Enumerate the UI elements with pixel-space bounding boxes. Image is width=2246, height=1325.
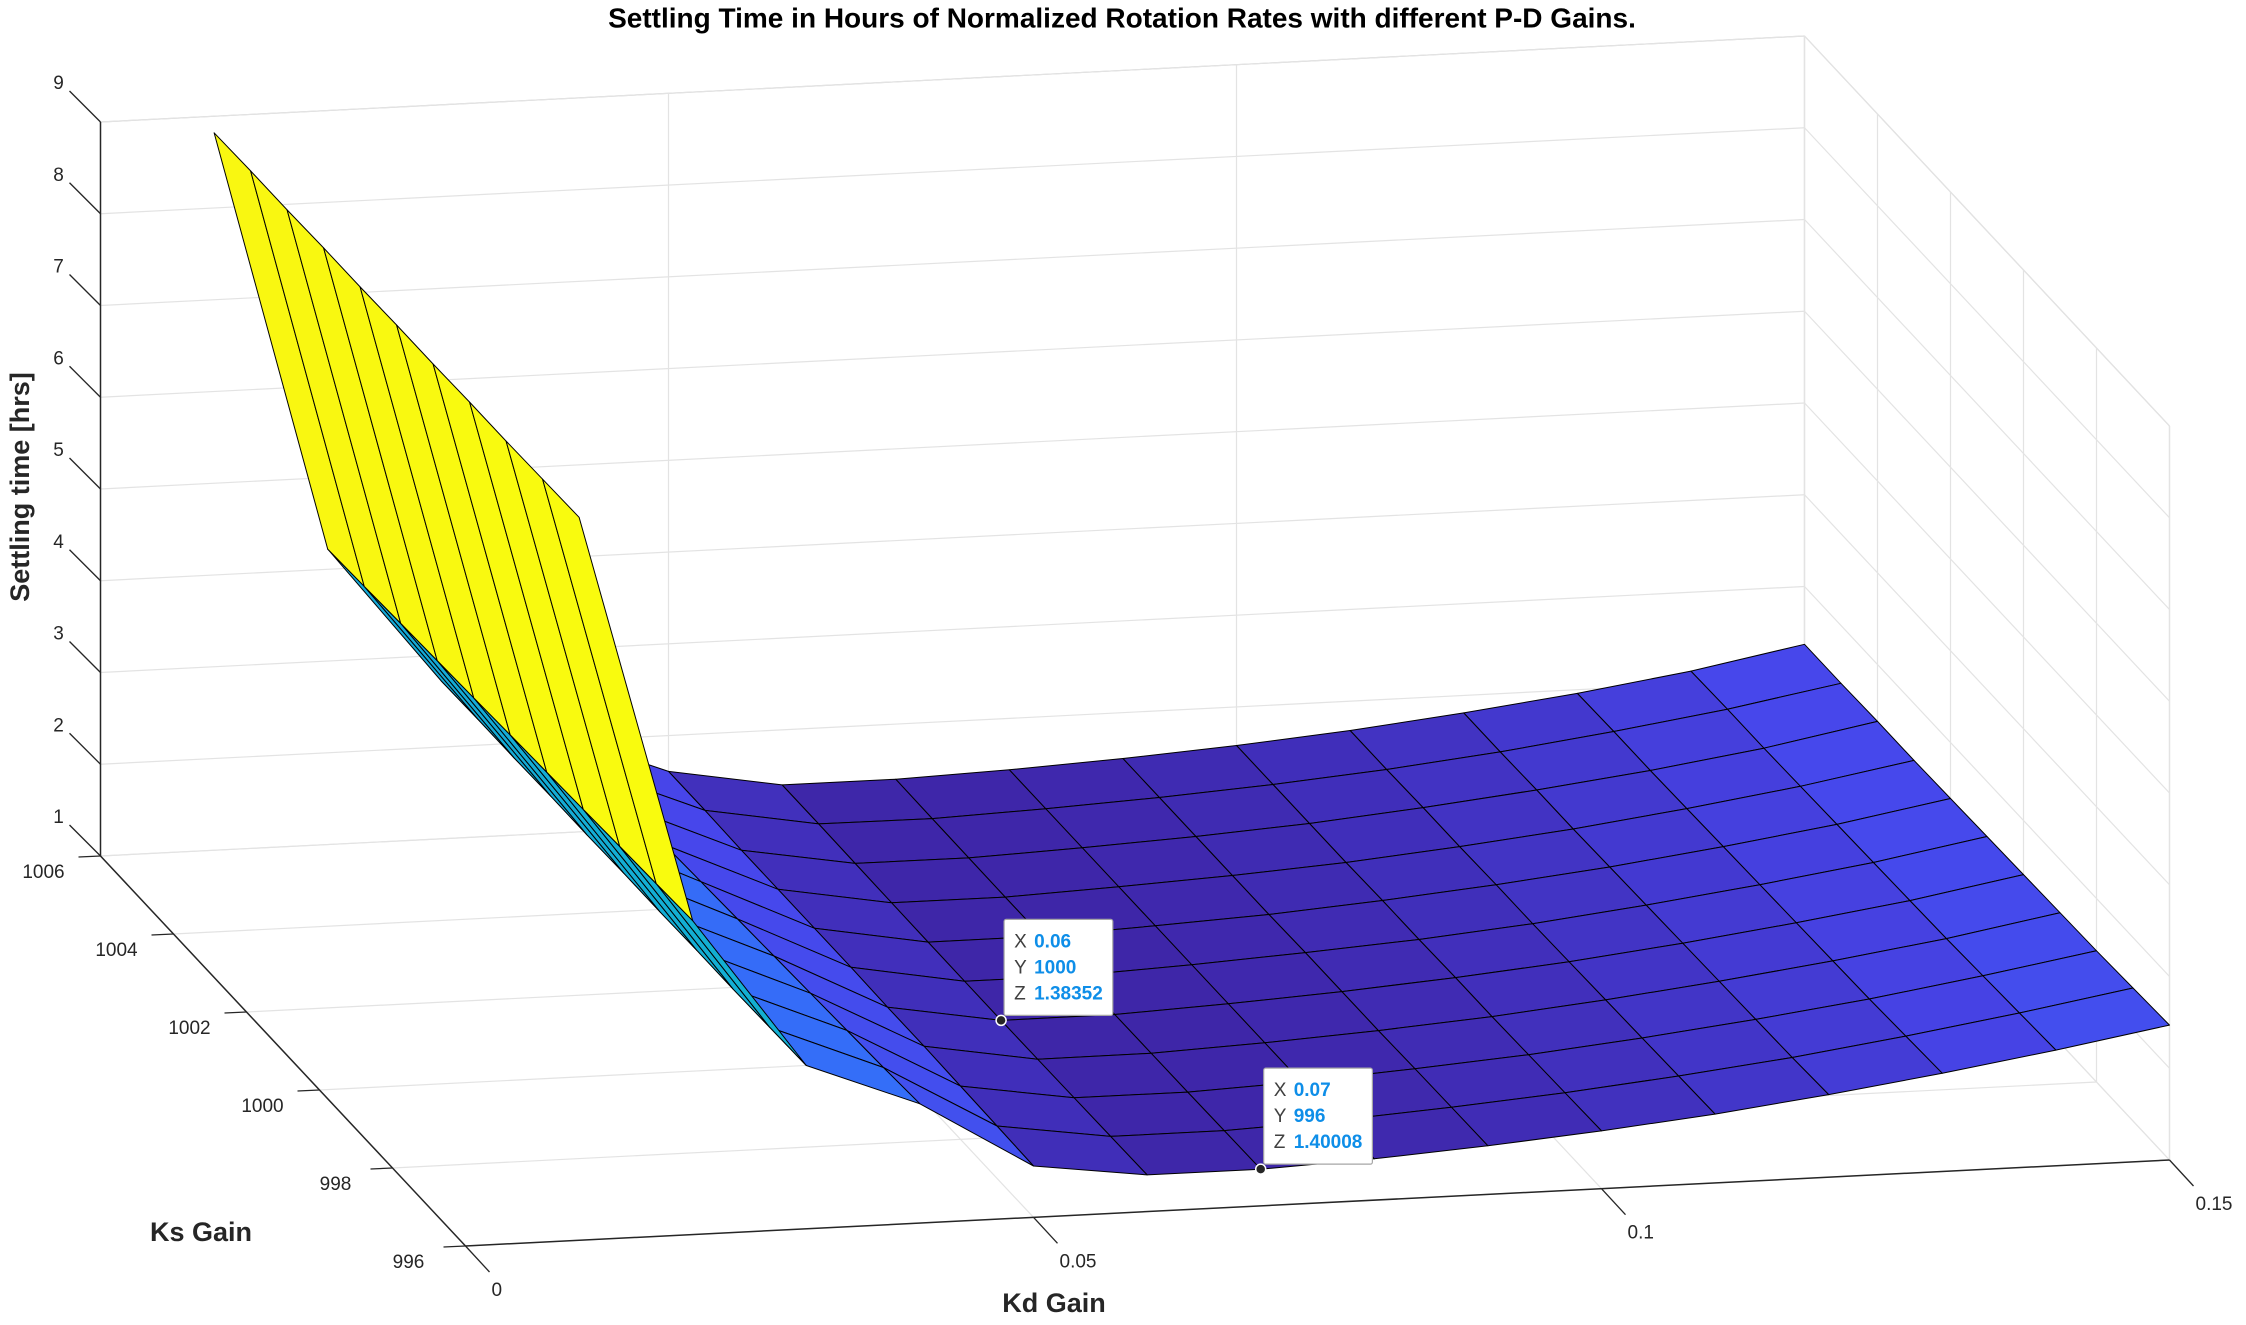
surface-face <box>542 478 694 922</box>
datatip: X 0.07 Y 996 Z 1.40008 <box>1263 1067 1373 1165</box>
datatip-label: Z <box>1014 983 1026 1004</box>
z-tick-label: 8 <box>53 165 64 186</box>
grid-line <box>100 585 1805 674</box>
datatip-marker <box>1254 1163 1267 1175</box>
z-tick-label: 4 <box>53 532 64 553</box>
grid-line <box>100 127 1805 215</box>
y-tick <box>151 933 174 936</box>
datatip-value: 0.06 <box>1034 931 1071 952</box>
z-tick-label: 9 <box>53 73 64 94</box>
z-tick <box>69 457 101 490</box>
datatip-label: Y <box>1014 957 1027 978</box>
datatip-value: 996 <box>1294 1106 1326 1127</box>
z-tick <box>69 732 101 765</box>
z-tick <box>69 549 101 582</box>
y-tick <box>224 1011 247 1014</box>
z-tick-label: 2 <box>53 715 64 736</box>
datatip-label: Y <box>1274 1106 1287 1127</box>
datatip-value: 1.40008 <box>1294 1132 1363 1153</box>
datatip: X 0.06 Y 1000 Z 1.38352 <box>1003 918 1114 1017</box>
z-tick <box>69 182 101 215</box>
z-axis-title: Settling time [hrs] <box>5 372 35 602</box>
z-tick-label: 5 <box>53 440 64 461</box>
grid-line <box>1804 35 2170 427</box>
grid-line <box>100 218 1805 307</box>
datatips: X 0.06 Y 1000 Z 1.38352 X 0.07 Y 996 Z 1.40008 <box>995 918 1373 1175</box>
datatip-label: Z <box>1274 1132 1286 1153</box>
grid-line <box>100 35 1805 123</box>
chart-title: Settling Time in Hours of Normalized Rot… <box>608 2 1636 33</box>
y-tick <box>370 1167 393 1170</box>
z-tick-label: 3 <box>53 624 64 645</box>
grid-line <box>1804 494 2170 886</box>
grid-line <box>1804 219 2170 610</box>
y-tick <box>78 855 101 858</box>
y-tick-label: 1004 <box>95 940 138 961</box>
grid-line <box>100 677 1805 765</box>
datatip-box <box>1263 1067 1373 1165</box>
surface <box>213 132 2170 1176</box>
z-tick-label: 7 <box>53 257 64 278</box>
y-tick-label: 996 <box>393 1252 425 1273</box>
z-tick <box>69 274 101 306</box>
y-tick-label: 1006 <box>22 862 64 883</box>
datatip-label: X <box>1274 1080 1287 1101</box>
datatip-value: 1000 <box>1034 957 1076 978</box>
x-tick <box>1033 1216 1058 1244</box>
y-tick-label: 998 <box>320 1174 352 1195</box>
grid-line <box>1804 586 2170 977</box>
x-axis-line <box>465 1159 2170 1247</box>
x-tick <box>465 1245 490 1273</box>
y-axis-title: Ks Gain <box>150 1217 252 1247</box>
y-tick <box>443 1245 466 1248</box>
z-tick <box>69 90 101 123</box>
datatip-label: X <box>1014 931 1027 952</box>
z-tick <box>69 365 101 398</box>
grid-line <box>1804 310 2170 702</box>
datatip-marker <box>995 1014 1007 1027</box>
z-tick <box>69 824 101 857</box>
x-tick <box>1601 1188 1626 1216</box>
x-tick-label: 0 <box>492 1280 503 1301</box>
x-tick-label: 0.15 <box>2196 1194 2233 1215</box>
x-tick-label: 0.05 <box>1060 1251 1097 1272</box>
x-tick <box>2169 1159 2194 1187</box>
datatip-value: 0.07 <box>1294 1080 1331 1101</box>
z-tick-label: 6 <box>53 348 64 369</box>
y-axis-line <box>99 855 467 1247</box>
y-tick-label: 1000 <box>241 1096 283 1117</box>
datatip-value: 1.38352 <box>1034 983 1103 1004</box>
x-axis-title: Kd Gain <box>1002 1288 1106 1318</box>
axis-layer: 0 0.05 0.1 0.15 996 998 1000 1002 1004 1006 1 2 3 4 5 6… <box>22 73 2232 1301</box>
x-tick-label: 0.1 <box>1628 1223 1654 1244</box>
z-tick-label: 1 <box>53 807 64 828</box>
y-tick-label: 1002 <box>168 1018 210 1039</box>
grid-line <box>1804 127 2170 519</box>
datatip-box <box>1003 918 1114 1017</box>
grid-line <box>1804 402 2170 794</box>
y-tick <box>297 1089 320 1092</box>
z-tick <box>69 641 101 673</box>
